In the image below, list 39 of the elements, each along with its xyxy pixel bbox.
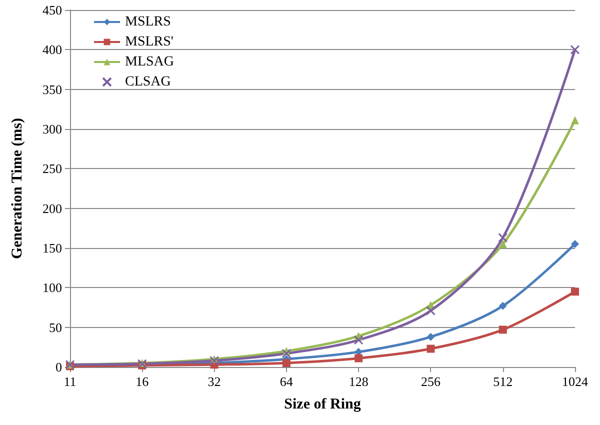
point [498,326,507,334]
point [426,306,436,316]
x-tick-label: 11 [64,374,76,389]
point [354,335,364,345]
point [571,288,579,296]
legend-label: MSLRS [125,14,171,30]
point [282,359,290,368]
y-tick-label: 350 [42,82,62,97]
x-tick-label: 256 [420,374,441,389]
legend-label: MLSAG [125,54,174,70]
point [498,232,508,242]
x-tick-label: 1024 [562,374,588,389]
y-tick-label: 250 [42,161,62,176]
legend-label: MSLRS' [125,34,174,50]
x-tick-label: 16 [136,374,150,389]
point [571,116,579,124]
y-tick-label: 200 [42,200,62,216]
point [571,240,579,248]
x-axis-title: Size of Ring [284,396,362,412]
point [426,332,435,341]
y-tick-label: 0 [56,360,62,374]
y-tick-label: 100 [42,280,62,296]
point [282,348,292,358]
x-tick-label: 64 [280,374,294,389]
x-tick-label: 512 [493,374,513,389]
y-axis-title: Generation Time (ms) [10,118,26,260]
y-tick-label: 400 [42,42,62,58]
point [426,344,435,353]
x-tick-label: 128 [348,374,368,389]
legend-label: CLSAG [125,74,171,90]
x-tick-label: 32 [208,374,221,389]
y-tick-label: 150 [42,240,62,256]
point [354,354,363,362]
point [498,302,507,310]
point [570,44,580,54]
point [498,240,507,248]
y-tick-label: 50 [49,320,62,335]
y-tick-label: 450 [42,2,62,18]
y-tick-label: 300 [42,122,62,136]
